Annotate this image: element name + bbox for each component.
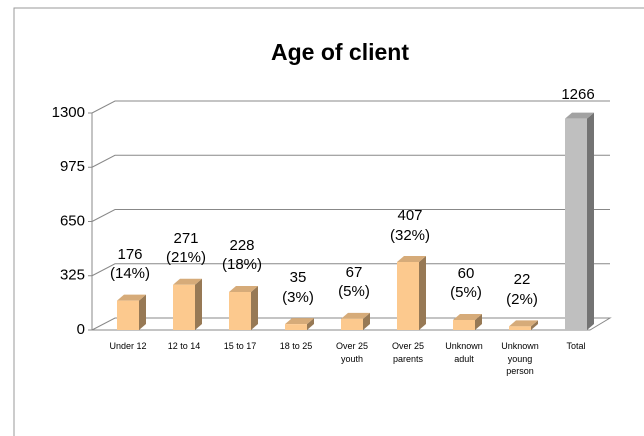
bar-top — [453, 313, 482, 320]
bar-top — [117, 294, 146, 301]
bar — [285, 318, 314, 330]
data-label: 271 (21%) — [165, 229, 206, 267]
bar — [453, 313, 482, 330]
bar-top — [229, 285, 258, 292]
x-tick-label: 15 to 17 — [223, 341, 257, 351]
y-tick-label: 0 — [77, 321, 85, 338]
y-tick-label: 325 — [60, 267, 85, 284]
bar-side — [587, 112, 594, 330]
bar-top — [565, 112, 594, 119]
bar — [229, 285, 258, 330]
chart-frame — [13, 7, 644, 436]
bar-top — [509, 320, 538, 327]
grid-line — [91, 263, 610, 277]
bar-side — [363, 312, 370, 330]
data-label: 22 (2%) — [506, 271, 538, 308]
x-tick-label: Total — [566, 341, 586, 351]
chart-title: Age of client — [271, 39, 409, 65]
bar-front — [341, 318, 363, 330]
grid-line — [91, 100, 610, 114]
bar-side — [531, 320, 538, 330]
bar-front — [509, 326, 531, 330]
bar-top — [173, 278, 202, 285]
x-tick-label: Unknown adult — [445, 341, 483, 364]
bar-top — [285, 318, 314, 325]
bar — [509, 320, 538, 330]
y-tick-label: 650 — [60, 212, 85, 229]
x-tick-label: Unknown young person — [501, 341, 539, 377]
bar — [397, 256, 426, 330]
bar-top — [397, 256, 426, 263]
x-tick-label: Under 12 — [109, 341, 147, 351]
y-tick-label: 1300 — [52, 104, 85, 121]
x-tick-label: 12 to 14 — [167, 341, 201, 351]
x-tick-label: Over 25 youth — [335, 341, 368, 364]
bar-front — [565, 118, 587, 330]
x-tick-label: 18 to 25 — [279, 341, 313, 351]
data-label: 176 (14%) — [109, 245, 150, 283]
data-label: 407 (32%) — [389, 207, 430, 244]
floor — [91, 317, 612, 331]
data-label: 67 (5%) — [338, 263, 370, 301]
bar-front — [173, 284, 195, 330]
bar-side — [475, 313, 482, 330]
data-label: 228 (18%) — [221, 236, 262, 274]
bar-side — [307, 318, 314, 330]
bar-front — [285, 324, 307, 330]
bar-side — [195, 278, 202, 330]
bar — [117, 294, 146, 330]
bar-side — [251, 285, 258, 330]
grid-line — [91, 209, 610, 222]
bar-side — [419, 256, 426, 330]
bar-front — [117, 300, 139, 330]
bar-front — [453, 319, 475, 330]
bar-front — [229, 291, 251, 330]
bar-top — [341, 312, 370, 319]
grid-line — [91, 154, 610, 168]
data-label: 60 (5%) — [450, 264, 482, 302]
bar-front — [397, 262, 419, 330]
bar — [173, 278, 202, 330]
bar-side — [139, 294, 146, 330]
x-tick-label: Over 25 parents — [391, 341, 424, 364]
bar — [341, 312, 370, 330]
data-label: 35 (3%) — [282, 269, 314, 306]
data-label: 1266 — [561, 85, 595, 103]
y-tick-label: 975 — [60, 158, 85, 175]
bar — [565, 112, 594, 330]
